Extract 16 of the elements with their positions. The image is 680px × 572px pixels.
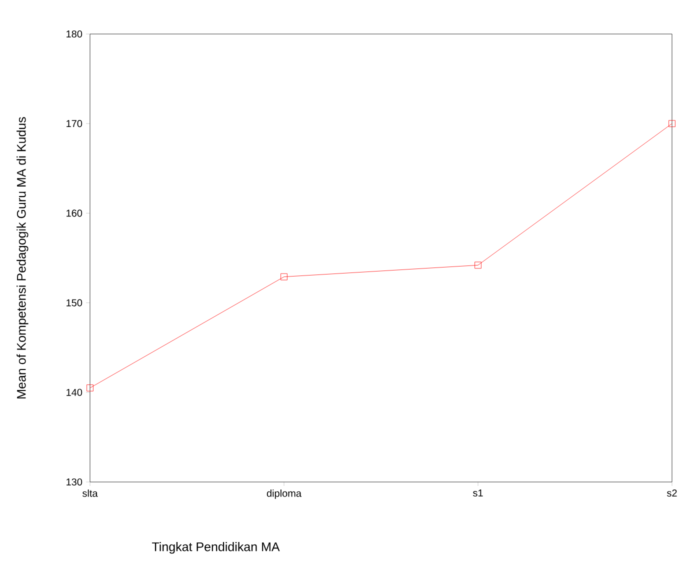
point [474,262,482,269]
point [86,384,94,392]
y-tick-label: 160 [66,210,82,217]
y-tick-label: 170 [66,120,82,128]
x-tick-label: s1 [473,490,483,496]
y-tick-label: 140 [66,388,82,396]
y-tick-label: 180 [66,30,82,38]
x-tick-label: slta [82,490,98,497]
x-tick-label: diploma [266,490,302,499]
y-axis-title: Mean of Kompetensi Pedagogik Guru MA di Kudus [16,117,28,398]
x-tick-label: s2 [666,490,677,497]
y-tick-label: 150 [66,299,82,306]
x-axis-title: Tingkat Pendidikan MA [152,542,280,554]
point [280,273,288,280]
y-tick-label: 130 [66,478,82,486]
point [668,120,676,127]
